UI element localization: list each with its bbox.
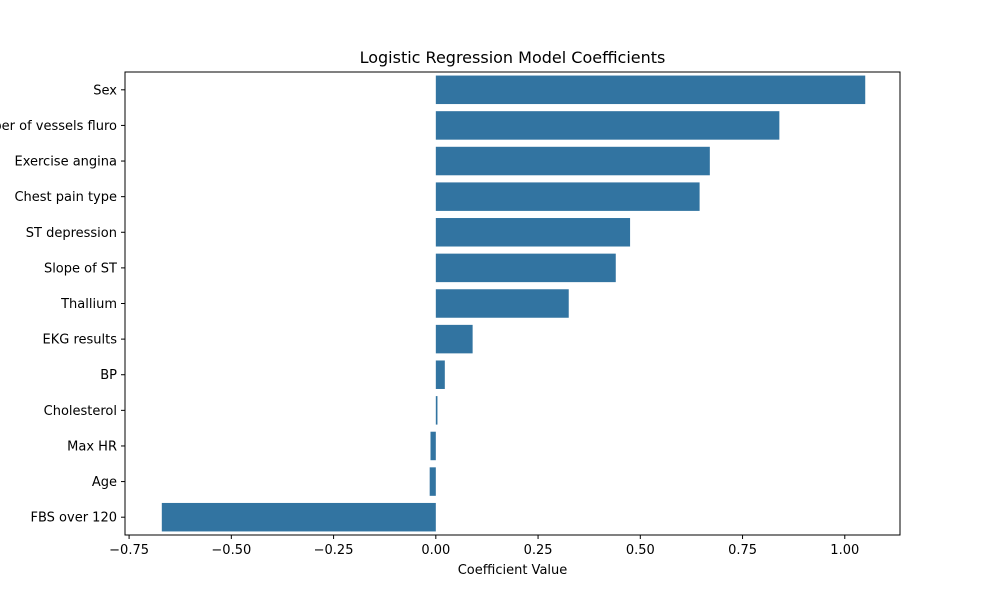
y-tick-label: EKG results: [43, 333, 118, 348]
y-axis: Sex Number of vessels fluro Exercise angin…: [0, 83, 125, 526]
y-tick-label: Thallium: [60, 297, 117, 312]
bar-ekg-results: [435, 324, 473, 354]
y-tick-label: Slope of ST: [44, 261, 117, 276]
x-tick-label: −0.50: [211, 543, 251, 558]
x-axis: −0.75 −0.50 −0.25 0.00 0.25 0.50 0.75 1.00: [109, 535, 859, 558]
y-tick-label: Sex: [93, 83, 117, 98]
y-tick-label: ST depression: [26, 226, 117, 241]
x-tick-label: −0.75: [109, 543, 149, 558]
bar-fbs-over-120: [161, 502, 436, 532]
y-tick-label: FBS over 120: [31, 511, 118, 526]
bar-age: [429, 467, 436, 496]
bar-max-hr: [430, 431, 436, 461]
bar-cholesterol: [435, 396, 438, 425]
bar-slope-of-st: [435, 253, 616, 283]
y-tick-label: BP: [100, 368, 117, 383]
bar-chest-pain-type: [435, 182, 700, 211]
y-tick-label: Max HR: [67, 439, 117, 454]
x-tick-label: −0.25: [314, 543, 354, 558]
y-tick-label: Number of vessels fluro: [0, 119, 117, 134]
bar-thallium: [435, 289, 569, 318]
x-axis-label: Coefficient Value: [458, 563, 568, 578]
x-tick-label: 0.25: [524, 543, 553, 558]
y-tick-label: Chest pain type: [14, 190, 117, 205]
chart-title: Logistic Regression Model Coefficients: [360, 48, 666, 67]
y-tick-label: Cholesterol: [44, 404, 117, 419]
x-tick-label: 0.75: [728, 543, 757, 558]
y-tick-label: Age: [92, 475, 117, 490]
bar-exercise-angina: [435, 146, 710, 176]
bars: [161, 75, 866, 532]
x-tick-label: 0.00: [421, 543, 450, 558]
bar-bp: [435, 360, 445, 389]
x-tick-label: 1.00: [830, 543, 859, 558]
bar-st-depression: [435, 218, 631, 247]
x-tick-label: 0.50: [626, 543, 655, 558]
bar-number-of-vessels-fluro: [435, 111, 780, 140]
bar-sex: [435, 75, 866, 105]
y-tick-label: Exercise angina: [14, 155, 117, 170]
